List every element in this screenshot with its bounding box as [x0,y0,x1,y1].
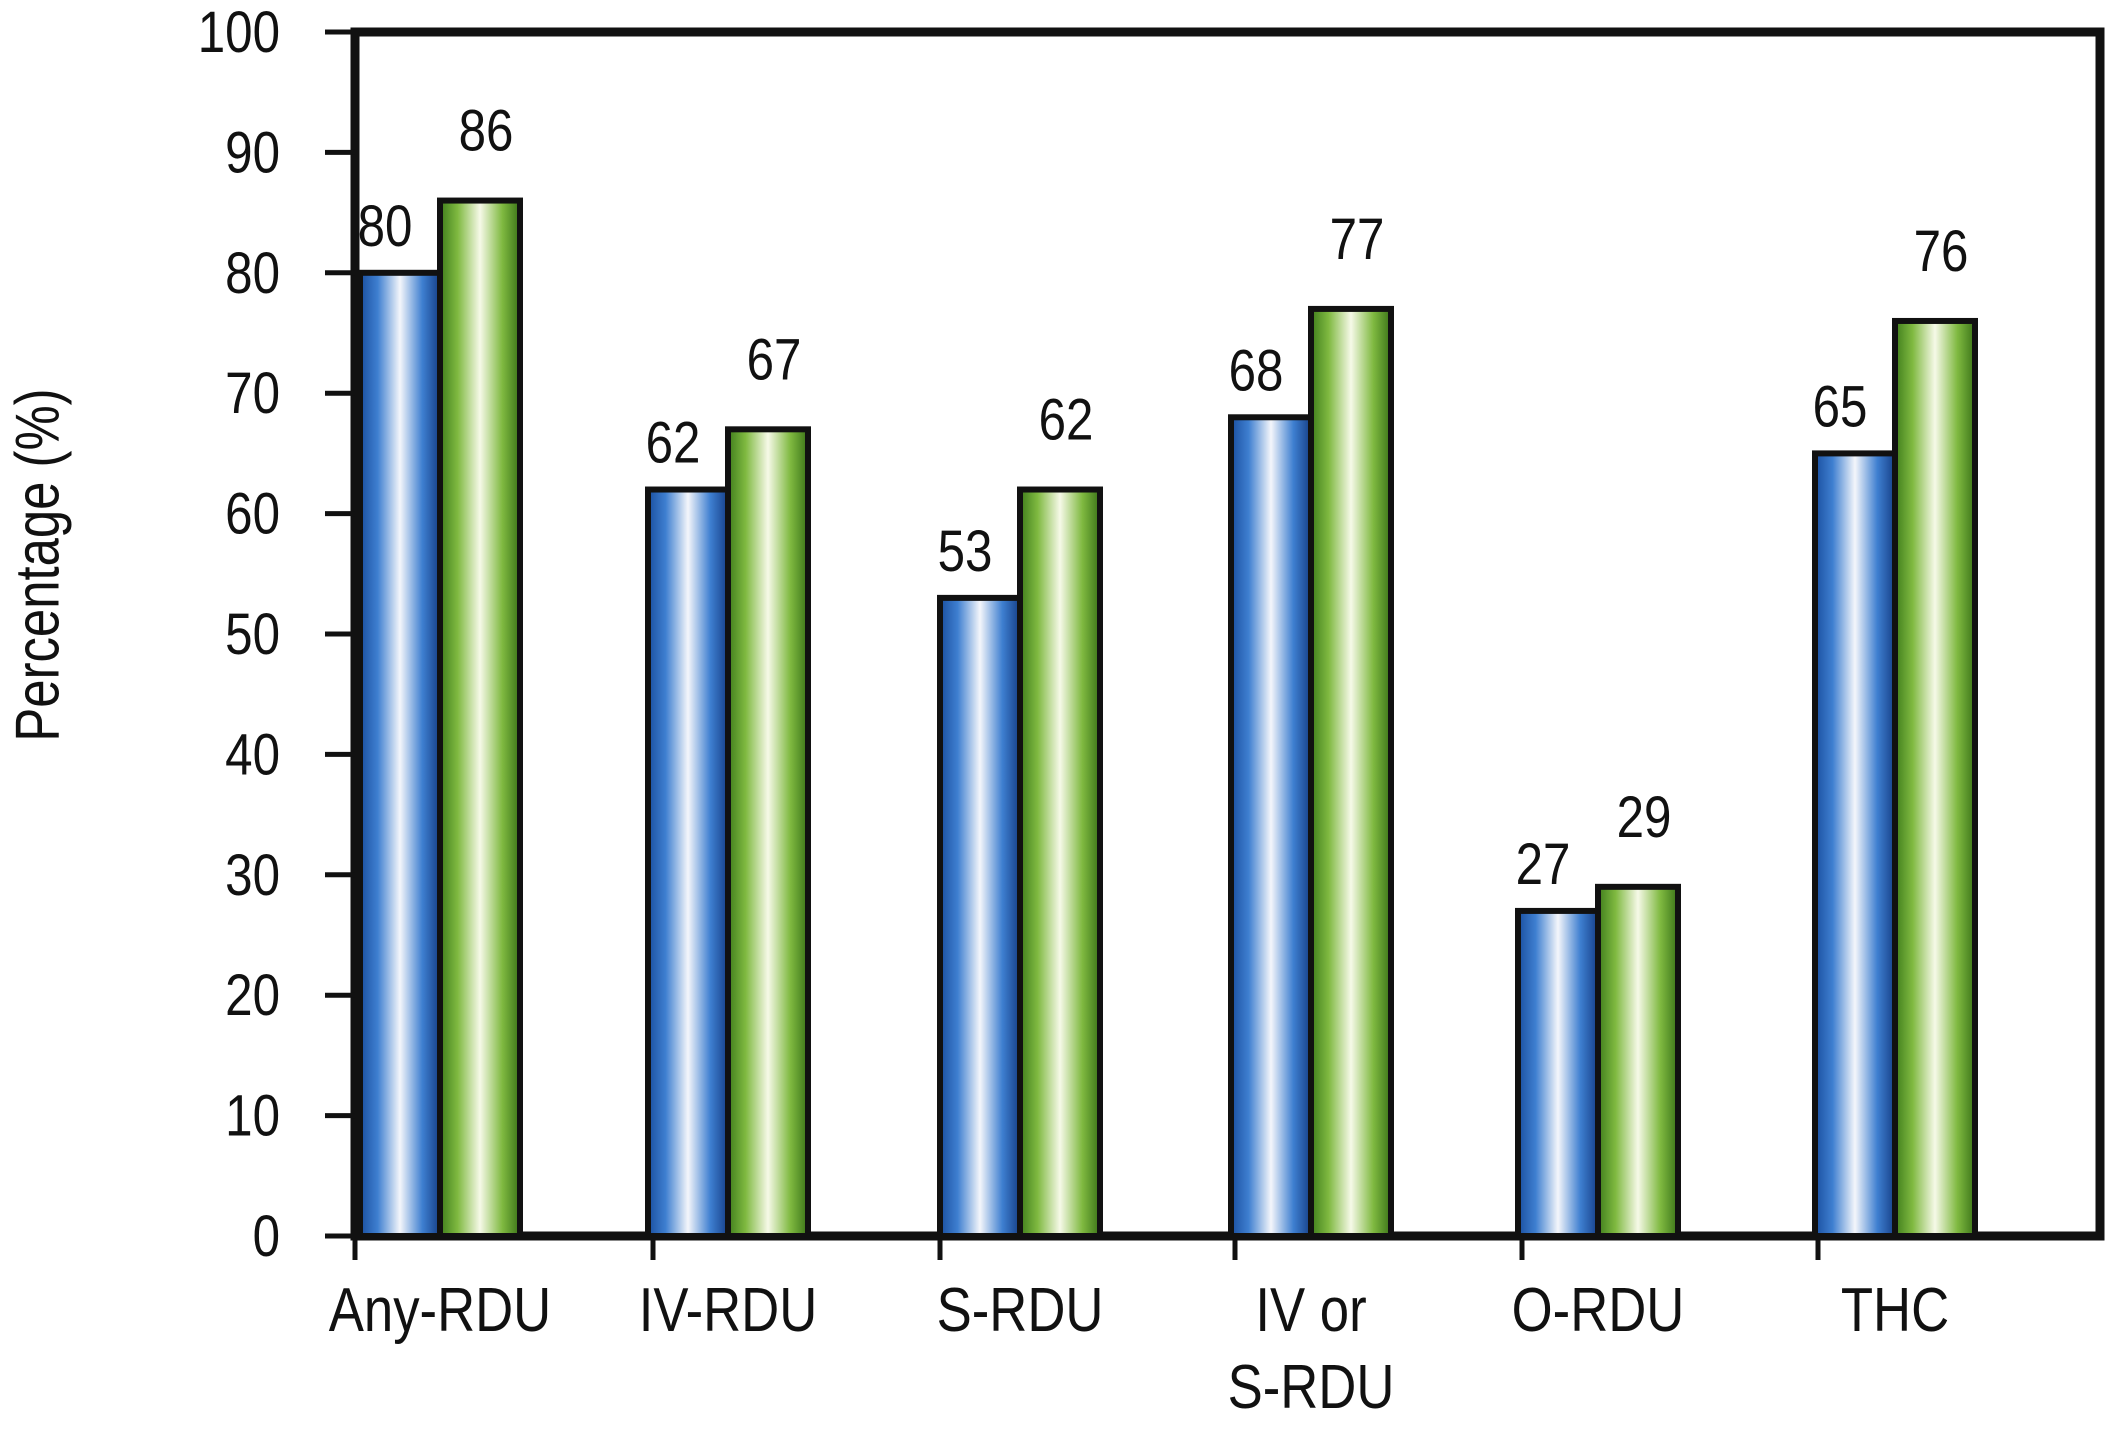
bar-value-label: 62 [646,411,701,476]
x-category-label: O-RDU [1512,1276,1685,1345]
bar-s2-1 [725,426,811,1239]
x-category-label: Any-RDU [329,1276,551,1345]
bar-value-label: 76 [1914,219,1969,284]
bar-s1-3 [1228,414,1314,1239]
bar-value-label: 62 [1039,388,1094,453]
bar-s1-5 [1812,450,1898,1239]
y-tick-label: 60 [225,482,280,547]
bar-s1-4 [1515,907,1601,1239]
bar-value-label: 65 [1813,375,1868,440]
x-category-label: IV or [1255,1276,1366,1345]
bar-value-label: 86 [459,99,514,164]
bar-value-label: 27 [1516,832,1571,897]
bar-s1-1 [645,486,731,1239]
bar-value-label: 77 [1330,207,1385,272]
bar-value-label: 53 [938,519,993,584]
x-category-label: S-RDU [1228,1353,1395,1422]
y-tick-label: 50 [225,602,280,667]
y-tick-label: 70 [225,361,280,426]
x-category-label: IV-RDU [639,1276,818,1345]
bar-s2-4 [1595,883,1681,1240]
y-tick-label: 20 [225,963,280,1028]
bar-s2-5 [1892,317,1978,1239]
bar-s1-0 [357,269,443,1239]
bar-s2-2 [1017,486,1103,1239]
x-category-label: S-RDU [937,1276,1104,1345]
y-tick-label: 90 [225,121,280,186]
bar-value-label: 67 [747,328,802,393]
bar-s2-0 [437,197,523,1239]
y-tick-label: 100 [198,0,280,65]
bar-s1-2 [937,594,1023,1239]
bar-s2-3 [1308,305,1394,1240]
y-tick-label: 10 [225,1084,280,1149]
y-tick-label: 80 [225,241,280,306]
bar-value-label: 68 [1229,339,1284,404]
bar-value-label: 29 [1617,785,1672,850]
y-tick-label: 30 [225,843,280,908]
y-axis-title-text: Percentage (%) [3,388,73,742]
x-category-label: THC [1841,1276,1949,1345]
bar-value-label: 80 [358,194,413,259]
y-tick-label: 0 [253,1204,280,1269]
y-axis-title: Percentage (%) [4,0,73,1429]
y-tick-label: 40 [225,723,280,788]
